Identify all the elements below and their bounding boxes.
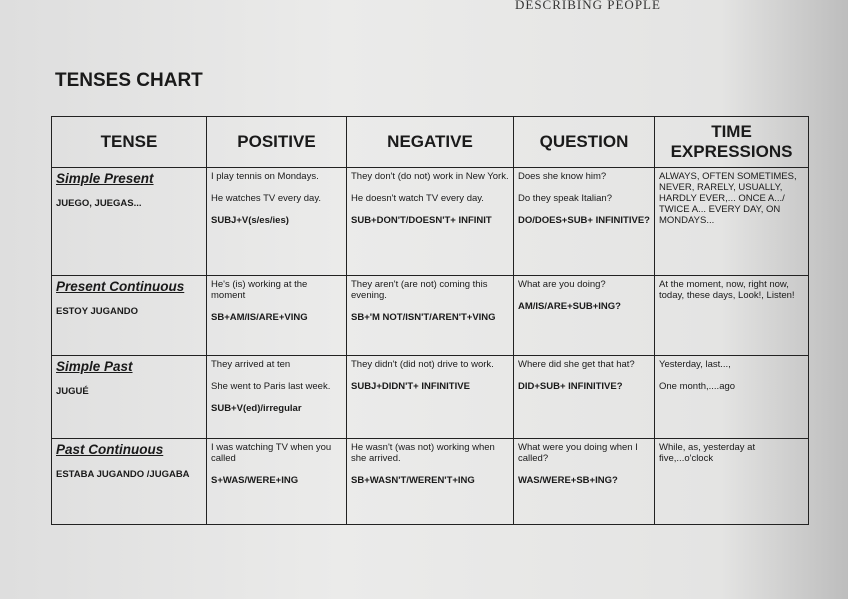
tense-spanish: ESTABA JUGANDO /JUGABA [56, 469, 190, 480]
example: He watches TV every day. [211, 193, 322, 204]
rule: S+WAS/WERE+ING [211, 475, 299, 486]
example: He wasn't (was not) working when she arr… [351, 442, 495, 464]
rule: SB+'M NOT/ISN'T/AREN'T+VING [351, 312, 496, 323]
example: Yesterday, last..., [659, 359, 731, 370]
tense-name: Simple Present [56, 171, 154, 186]
example: They aren't (are not) coming this evenin… [351, 279, 488, 301]
time-cell: ALWAYS, OFTEN SOMETIMES, NEVER, RARELY, … [654, 167, 809, 276]
table-body: Simple Present JUEGO, JUEGAS... I play ten… [51, 167, 809, 525]
negative-cell: They didn't (did not) drive to work. SUBJ… [346, 355, 514, 439]
header-row: TENSE POSITIVE NEGATIVE QUESTION TIME EXPRES… [51, 116, 809, 168]
rule: DO/DOES+SUB+ INFINITIVE? [518, 215, 650, 226]
negative-cell: They aren't (are not) coming this evenin… [346, 275, 514, 356]
negative-cell: He wasn't (was not) working when she arr… [346, 438, 514, 525]
negative-cell: They don't (do not) work in New York. He … [346, 167, 514, 276]
column-header: POSITIVE [206, 116, 347, 168]
rule: SUB+DON'T/DOESN'T+ INFINIT [351, 215, 492, 226]
rule: SB+AM/IS/ARE+VING [211, 312, 308, 323]
example: ALWAYS, OFTEN SOMETIMES, NEVER, RARELY, … [659, 171, 797, 226]
tense-name: Past Continuous [56, 442, 164, 457]
example: I was watching TV when you called [211, 442, 332, 464]
time-cell: At the moment, now, right now, today, th… [654, 275, 809, 356]
rule: SUBJ+V(s/es/ies) [211, 215, 289, 226]
column-header: TIME EXPRESSIONS [654, 116, 809, 168]
example: They didn't (did not) drive to work. [351, 359, 494, 370]
tenses-table: TENSE POSITIVE NEGATIVE QUESTION TIME EXPRES… [51, 116, 809, 525]
rule: WAS/WERE+SB+ING? [518, 475, 618, 486]
column-header: TENSE [51, 116, 207, 168]
tense-spanish: JUGUÉ [56, 386, 89, 397]
example: Do they speak Italian? [518, 193, 613, 204]
tense-spanish: JUEGO, JUEGAS... [56, 198, 142, 209]
example: I play tennis on Mondays. [211, 171, 319, 182]
column-header: QUESTION [513, 116, 655, 168]
rule: SUBJ+DIDN'T+ INFINITIVE [351, 381, 470, 392]
tense-cell: Past Continuous ESTABA JUGANDO /JUGABA [51, 438, 207, 525]
rule: SUB+V(ed)/irregular [211, 403, 302, 414]
example: What were you doing when I called? [518, 442, 638, 464]
example: Does she know him? [518, 171, 607, 182]
rule: AM/IS/ARE+SUB+ING? [518, 301, 621, 312]
table-row: Simple Past JUGUÉ They arrived at ten She w… [51, 355, 809, 439]
example: At the moment, now, right now, today, th… [659, 279, 795, 301]
example: They arrived at ten [211, 359, 291, 370]
tense-name: Simple Past [56, 359, 133, 374]
tense-cell: Simple Past JUGUÉ [51, 355, 207, 439]
tense-cell: Present Continuous ESTOY JUGANDO [51, 275, 207, 356]
running-title: DESCRIBING PEOPLE [515, 0, 661, 12]
positive-cell: He's (is) working at the moment SB+AM/IS/… [206, 275, 347, 356]
table-row: Simple Present JUEGO, JUEGAS... I play ten… [51, 167, 809, 276]
positive-cell: They arrived at ten She went to Paris las… [206, 355, 347, 439]
table-row: Present Continuous ESTOY JUGANDO He's (is)… [51, 275, 809, 356]
example: Where did she get that hat? [518, 359, 635, 370]
example: One month,....ago [659, 381, 736, 392]
tense-cell: Simple Present JUEGO, JUEGAS... [51, 167, 207, 276]
positive-cell: I was watching TV when you called S+WAS/W… [206, 438, 347, 525]
example: She went to Paris last week. [211, 381, 331, 392]
example: He's (is) working at the moment [211, 279, 308, 301]
example: They don't (do not) work in New York. [351, 171, 509, 182]
question-cell: Does she know him? Do they speak Italian?… [513, 167, 655, 276]
time-cell: While, as, yesterday at five,...o'clock [654, 438, 809, 525]
example: While, as, yesterday at five,...o'clock [659, 442, 756, 464]
rule: SB+WASN'T/WEREN'T+ING [351, 475, 475, 486]
question-cell: Where did she get that hat? DID+SUB+ INFI… [513, 355, 655, 439]
question-cell: What are you doing? AM/IS/ARE+SUB+ING? [513, 275, 655, 356]
tense-name: Present Continuous [56, 279, 185, 294]
positive-cell: I play tennis on Mondays. He watches TV e… [206, 167, 347, 276]
rule: DID+SUB+ INFINITIVE? [518, 381, 623, 392]
column-header: NEGATIVE [346, 116, 514, 168]
tense-spanish: ESTOY JUGANDO [56, 306, 139, 317]
table-row: Past Continuous ESTABA JUGANDO /JUGABA I w… [51, 438, 809, 525]
time-cell: Yesterday, last..., One month,....ago [654, 355, 809, 439]
example: What are you doing? [518, 279, 606, 290]
title: TENSES CHART [55, 70, 203, 91]
question-cell: What were you doing when I called? WAS/WE… [513, 438, 655, 525]
example: He doesn't watch TV every day. [351, 193, 484, 204]
